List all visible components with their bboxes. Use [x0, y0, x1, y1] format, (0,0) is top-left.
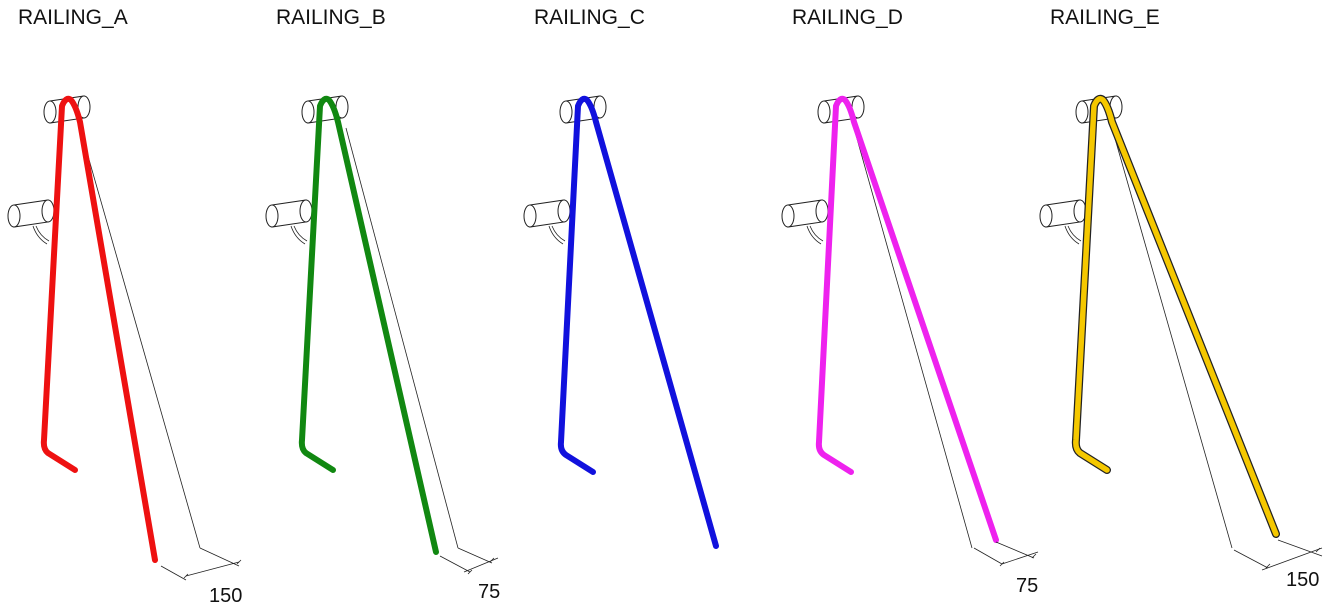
railing-d-dimension-label: 75: [1016, 575, 1038, 597]
railing-c-label: RAILING_C: [534, 6, 645, 29]
railing-a-dimension: 150: [160, 547, 242, 607]
railing-c-rail: [557, 95, 719, 549]
railing-a-group: RAILING_A 150: [7, 6, 242, 607]
railing-b-group: RAILING_B 75: [265, 6, 500, 603]
railing-c-group: RAILING_C: [523, 6, 719, 549]
railing-a-rail: [40, 95, 158, 563]
railing-d-guide-line: [853, 127, 973, 549]
railing-e-guide-line: [1111, 127, 1233, 549]
railing-d-dimension: 75: [973, 541, 1038, 597]
railing-e-dimension-label: 150: [1286, 569, 1319, 591]
railing-a-label: RAILING_A: [18, 6, 128, 29]
railing-b-guide-line: [345, 127, 459, 549]
railing-e-dimension: 150: [1233, 539, 1323, 591]
railing-e-label: RAILING_E: [1050, 6, 1160, 29]
railing-e-rail: [1073, 96, 1279, 537]
railing-d-rail: [815, 95, 999, 543]
railing-d-group: RAILING_D 75: [781, 6, 1038, 597]
railing-e-group: RAILING_E 150: [1039, 6, 1323, 591]
railing-d-label: RAILING_D: [792, 6, 903, 29]
railing-a-dimension-label: 150: [209, 585, 242, 607]
railing-b-rail: [298, 95, 439, 555]
railing-b-dimension: 75: [439, 547, 500, 603]
railing-b-dimension-label: 75: [478, 581, 500, 603]
railing-a-guide-line: [79, 127, 201, 549]
railing-b-label: RAILING_B: [276, 6, 386, 29]
